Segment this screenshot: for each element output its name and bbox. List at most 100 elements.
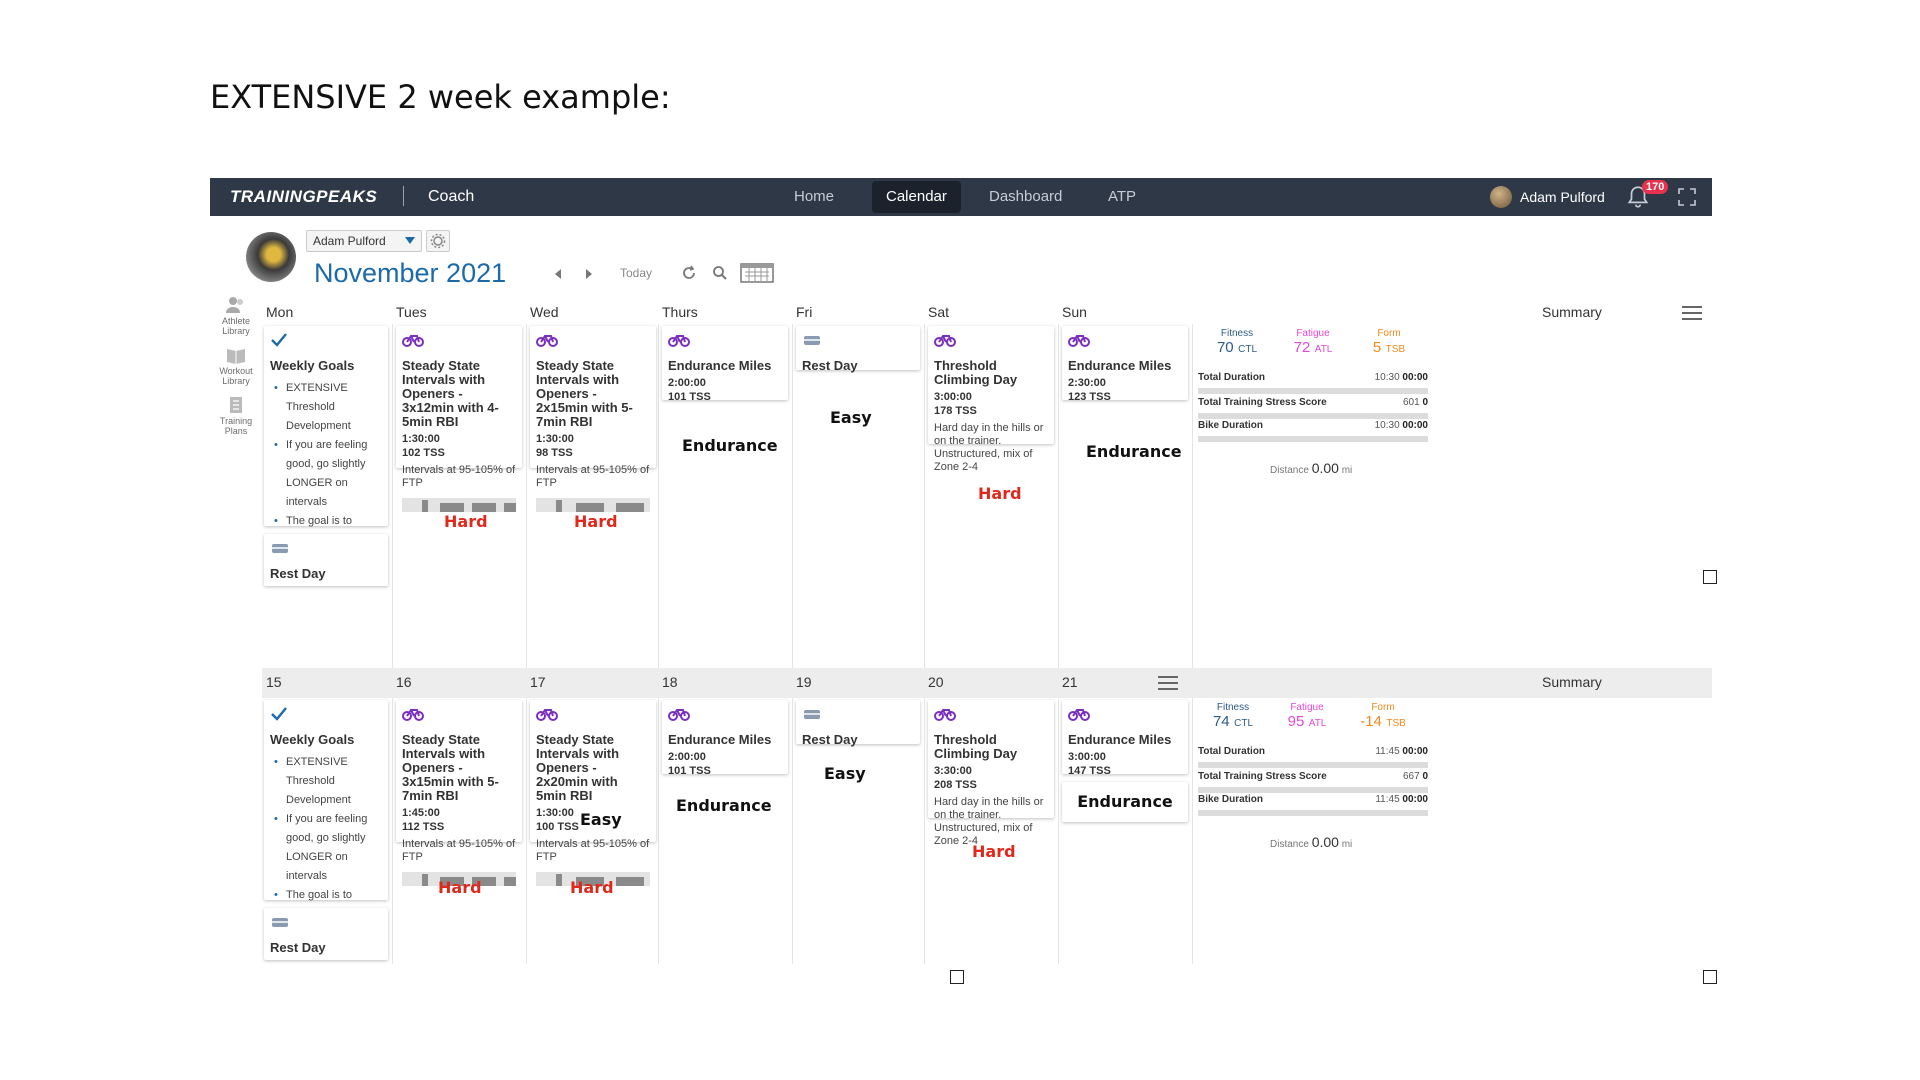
rest-day-card[interactable]: Rest Day bbox=[264, 534, 388, 586]
goal-item: If you are feeling good, go slightly LON… bbox=[270, 810, 382, 886]
week-menu-icon[interactable] bbox=[1158, 676, 1178, 690]
workout-duration: 2:00:00 bbox=[668, 751, 706, 763]
workout-title: Endurance Miles bbox=[668, 732, 772, 747]
nav-calendar[interactable]: Calendar bbox=[872, 181, 961, 213]
search-icon[interactable] bbox=[712, 265, 728, 281]
weekly-goals-title: Weekly Goals bbox=[270, 732, 355, 747]
user-name: Adam Pulford bbox=[1520, 189, 1605, 205]
workout-tss: 101 TSS bbox=[668, 765, 711, 777]
athlete-library-tool[interactable]: Athlete Library bbox=[214, 296, 258, 336]
workout-card-thu[interactable]: Endurance Miles 2:00:00 101 TSS bbox=[662, 326, 788, 403]
summary-tss: Total Training Stress Score 601 0 bbox=[1198, 397, 1428, 419]
workout-duration: 3:00:00 bbox=[934, 391, 972, 403]
workout-library-tool[interactable]: Workout Library bbox=[214, 346, 258, 386]
weekly-goals-card[interactable]: Weekly Goals EXTENSIVE Threshold Develop… bbox=[264, 326, 388, 546]
nav-atp[interactable]: ATP bbox=[1108, 188, 1137, 205]
athlete-avatar[interactable] bbox=[246, 232, 296, 282]
workout-title: Endurance Miles bbox=[1068, 358, 1172, 373]
workout-card-tue[interactable]: Steady State Intervals with Openers - 3x… bbox=[396, 326, 522, 512]
workout-card-tue[interactable]: Steady State Intervals with Openers - 3x… bbox=[396, 700, 522, 886]
workout-description: Hard day in the hills or on the trainer.… bbox=[934, 422, 1044, 473]
workout-tss: 208 TSS bbox=[934, 779, 977, 791]
summary-total-duration: Total Duration 10:30 00:00 bbox=[1198, 372, 1428, 394]
workout-duration: 2:30:00 bbox=[1068, 377, 1106, 389]
trainingpeaks-app: TRAININGPEAKS Coach Home Calendar Dashbo… bbox=[210, 178, 1712, 984]
user-menu[interactable]: Adam Pulford bbox=[1490, 183, 1605, 211]
expand-icon[interactable] bbox=[1676, 186, 1698, 208]
rest-day-card-fri[interactable]: Rest Day bbox=[796, 700, 920, 747]
workout-duration: 1:30:00 bbox=[536, 807, 574, 819]
workout-card-wed[interactable]: Steady State Intervals with Openers - 2x… bbox=[530, 700, 656, 886]
workout-duration: 1:30:00 bbox=[402, 433, 440, 445]
day-header-sun: Sun bbox=[1062, 304, 1087, 320]
intensity-label-hard: Hard bbox=[978, 484, 1022, 503]
previous-month-icon[interactable] bbox=[553, 268, 563, 280]
form-metric: Form 5 TSB bbox=[1372, 328, 1406, 356]
workout-card-sat[interactable]: Threshold Climbing Day 3:30:00 208 TSS H… bbox=[928, 700, 1054, 847]
today-button[interactable]: Today bbox=[620, 266, 653, 280]
workout-card-sat[interactable]: Threshold Climbing Day 3:00:00 178 TSS H… bbox=[928, 326, 1054, 473]
workout-duration: 1:45:00 bbox=[402, 807, 440, 819]
rest-day-title: Rest Day bbox=[270, 566, 326, 581]
rest-day-icon bbox=[272, 918, 288, 927]
workout-title: Threshold Climbing Day bbox=[934, 358, 1018, 387]
workout-tss: 123 TSS bbox=[1068, 391, 1111, 403]
nav-dashboard[interactable]: Dashboard bbox=[989, 188, 1063, 205]
workout-title: Endurance Miles bbox=[1068, 732, 1172, 747]
month-title: November 2021 bbox=[314, 258, 507, 288]
workout-duration: 3:00:00 bbox=[1068, 751, 1106, 763]
resize-handle[interactable] bbox=[1703, 970, 1717, 984]
intensity-label-endurance: Endurance bbox=[676, 796, 772, 815]
fatigue-metric: Fatigue 72 ATL bbox=[1293, 328, 1333, 356]
athlete-select[interactable]: Adam Pulford bbox=[306, 230, 422, 252]
brand-logo[interactable]: TRAININGPEAKS bbox=[230, 187, 378, 206]
bike-icon bbox=[668, 709, 690, 721]
settings-button[interactable] bbox=[426, 230, 450, 252]
weekly-goals-card[interactable]: Weekly Goals EXTENSIVE Threshold Develop… bbox=[264, 700, 388, 920]
summary-distance: Distance 0.00 mi bbox=[1270, 834, 1353, 850]
annotation-box-endurance[interactable]: Endurance bbox=[1062, 782, 1188, 822]
bike-icon bbox=[934, 709, 956, 721]
refresh-icon[interactable] bbox=[680, 264, 698, 282]
bike-icon bbox=[536, 709, 558, 721]
calendar-view-icon[interactable] bbox=[740, 261, 774, 283]
athlete-select-value: Adam Pulford bbox=[313, 234, 386, 248]
workout-description: Hard day in the hills or on the trainer.… bbox=[934, 796, 1044, 847]
checkmark-icon bbox=[271, 333, 287, 347]
workout-card-thu[interactable]: Endurance Miles 2:00:00 101 TSS bbox=[662, 700, 788, 777]
slide-title: EXTENSIVE 2 week example: bbox=[210, 78, 671, 116]
bell-icon[interactable] bbox=[1625, 184, 1651, 210]
intensity-label-easy: Easy bbox=[824, 764, 866, 783]
intensity-label-hard: Hard bbox=[972, 842, 1016, 861]
summary-distance: Distance 0.00 mi bbox=[1270, 460, 1353, 476]
intensity-label-hard: Hard bbox=[444, 512, 488, 531]
nav-home[interactable]: Home bbox=[794, 188, 835, 205]
workout-title: Steady State Intervals with Openers - 3x… bbox=[402, 358, 499, 429]
week-2-header-bar bbox=[262, 668, 1712, 698]
workout-title: Steady State Intervals with Openers - 2x… bbox=[536, 358, 633, 429]
day-header-thu: Thurs bbox=[662, 304, 698, 320]
training-plans-label-1: Training bbox=[219, 416, 253, 426]
workout-library-label-2: Library bbox=[222, 376, 250, 386]
bike-icon bbox=[668, 335, 690, 347]
notification-badge: 170 bbox=[1642, 180, 1669, 194]
next-month-icon[interactable] bbox=[584, 268, 594, 280]
intensity-label-easy: Easy bbox=[580, 810, 622, 829]
rest-day-card-fri[interactable]: Rest Day bbox=[796, 326, 920, 373]
workout-description: Intervals at 95-105% of FTP bbox=[536, 838, 650, 863]
workout-card-wed[interactable]: Steady State Intervals with Openers - 2x… bbox=[530, 326, 656, 512]
workout-library-icon bbox=[227, 349, 245, 364]
rest-day-card[interactable]: Rest Day bbox=[264, 908, 388, 960]
athlete-library-label-1: Athlete bbox=[221, 316, 251, 326]
workout-card-sun[interactable]: Endurance Miles 3:00:00 147 TSS bbox=[1062, 700, 1188, 777]
menu-icon[interactable] bbox=[1682, 306, 1702, 320]
resize-handle[interactable] bbox=[950, 970, 964, 984]
workout-card-sun[interactable]: Endurance Miles 2:30:00 123 TSS bbox=[1062, 326, 1188, 403]
bike-icon bbox=[1068, 335, 1090, 347]
chevron-down-icon bbox=[405, 237, 415, 244]
workout-description: Intervals at 95-105% of FTP bbox=[402, 464, 516, 489]
form-metric: Form -14 TSB bbox=[1360, 702, 1406, 730]
training-plans-tool[interactable]: Training Plans bbox=[214, 396, 258, 436]
resize-handle[interactable] bbox=[1703, 570, 1717, 584]
workout-duration: 3:30:00 bbox=[934, 765, 972, 777]
